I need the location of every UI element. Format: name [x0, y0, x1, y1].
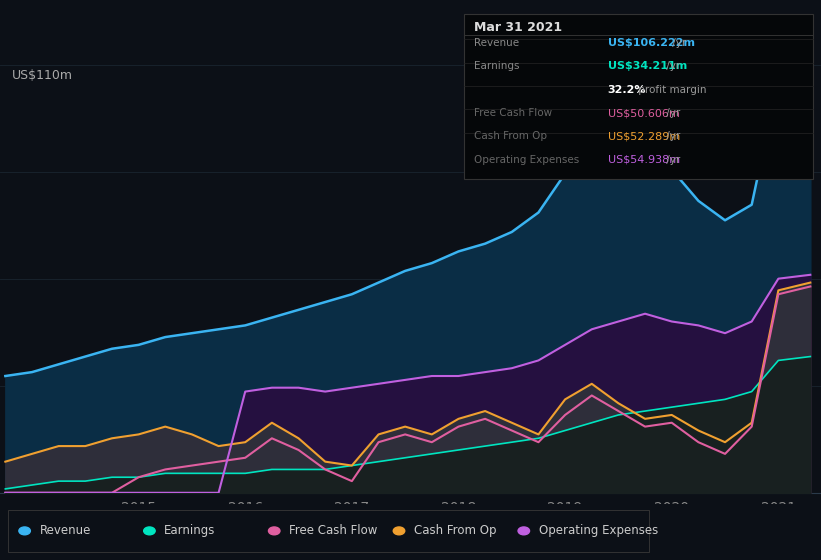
- Text: Free Cash Flow: Free Cash Flow: [289, 524, 378, 538]
- Text: Earnings: Earnings: [164, 524, 216, 538]
- Text: Earnings: Earnings: [474, 62, 519, 72]
- Text: Revenue: Revenue: [39, 524, 91, 538]
- Text: profit margin: profit margin: [635, 85, 707, 95]
- Text: Operating Expenses: Operating Expenses: [539, 524, 658, 538]
- Text: US$54.938m: US$54.938m: [608, 155, 680, 165]
- Text: /yr: /yr: [663, 155, 681, 165]
- Text: Revenue: Revenue: [474, 38, 519, 48]
- Text: /yr: /yr: [663, 62, 681, 72]
- Text: /yr: /yr: [663, 108, 681, 118]
- Text: Free Cash Flow: Free Cash Flow: [474, 108, 552, 118]
- Text: US$110m: US$110m: [12, 69, 73, 82]
- Text: /yr: /yr: [669, 38, 686, 48]
- Text: 32.2%: 32.2%: [608, 85, 646, 95]
- Text: Cash From Op: Cash From Op: [414, 524, 496, 538]
- Text: Cash From Op: Cash From Op: [474, 132, 547, 142]
- Text: US$106.222m: US$106.222m: [608, 38, 695, 48]
- Text: US$50.606m: US$50.606m: [608, 108, 679, 118]
- Text: US$0: US$0: [12, 466, 45, 480]
- Text: /yr: /yr: [663, 132, 681, 142]
- Text: Operating Expenses: Operating Expenses: [474, 155, 579, 165]
- Text: US$52.289m: US$52.289m: [608, 132, 680, 142]
- Text: Mar 31 2021: Mar 31 2021: [474, 21, 562, 34]
- Text: US$34.211m: US$34.211m: [608, 62, 687, 72]
